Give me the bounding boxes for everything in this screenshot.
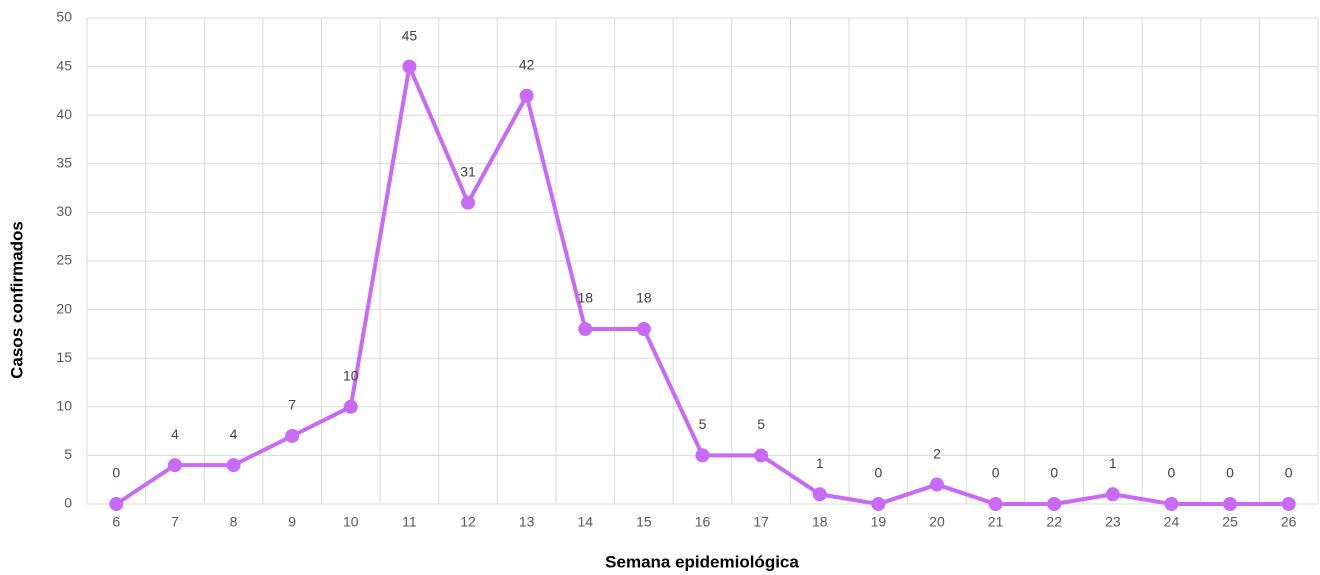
x-tick-label: 16: [695, 514, 711, 530]
x-axis-title: Semana epidemiológica: [605, 552, 799, 571]
marker: [636, 322, 651, 337]
x-tick-label: 8: [230, 514, 238, 530]
y-tick-label: 25: [56, 252, 72, 268]
data-label: 18: [636, 290, 652, 306]
x-tick-label: 11: [402, 514, 417, 530]
y-tick-label: 45: [56, 57, 72, 73]
y-tick-label: 15: [56, 349, 72, 365]
y-axis-title: Casos confirmados: [7, 221, 26, 379]
y-tick-label: 10: [56, 398, 72, 414]
data-label: 5: [699, 416, 707, 432]
data-label: 0: [992, 465, 1000, 481]
data-label: 0: [112, 465, 120, 481]
data-label: 4: [171, 426, 179, 442]
data-label: 2: [933, 445, 941, 461]
x-tick-label: 9: [288, 514, 296, 530]
x-tick-label: 10: [343, 514, 359, 530]
marker: [402, 59, 417, 74]
y-tick-label: 30: [56, 203, 72, 219]
x-tick-label: 6: [112, 514, 120, 530]
data-label: 1: [1109, 455, 1117, 471]
x-tick-label: 14: [577, 514, 593, 530]
x-tick-label: 25: [1222, 514, 1238, 530]
x-tick-label: 20: [929, 514, 945, 530]
data-label: 0: [1226, 465, 1234, 481]
x-tick-label: 23: [1105, 514, 1121, 530]
marker: [988, 497, 1003, 511]
marker: [109, 497, 124, 511]
marker: [461, 195, 476, 210]
x-tick-label: 26: [1281, 514, 1297, 530]
marker: [167, 458, 182, 473]
marker: [754, 448, 769, 463]
x-tick-label: 21: [988, 514, 1004, 530]
data-label: 1: [816, 455, 824, 471]
data-label: 0: [1168, 465, 1176, 481]
x-tick-label: 18: [812, 514, 828, 530]
x-tick-label: 19: [871, 514, 887, 530]
data-label: 0: [874, 465, 882, 481]
marker: [285, 428, 300, 443]
marker: [1223, 497, 1238, 511]
marker: [1047, 497, 1062, 511]
data-label: 0: [1285, 465, 1293, 481]
x-tick-label: 24: [1164, 514, 1180, 530]
data-label: 45: [402, 27, 418, 43]
marker: [1164, 497, 1179, 511]
marker: [519, 88, 534, 103]
x-tick-label: 13: [519, 514, 535, 530]
marker: [1105, 487, 1120, 502]
data-label: 42: [519, 56, 535, 72]
x-tick-label: 22: [1046, 514, 1062, 530]
y-tick-label: 35: [56, 155, 72, 171]
data-label: 18: [577, 290, 593, 306]
marker: [1281, 497, 1296, 511]
x-tick-label: 7: [171, 514, 179, 530]
marker: [226, 458, 241, 473]
y-tick-label: 5: [64, 446, 72, 462]
marker: [343, 399, 358, 414]
marker: [929, 477, 944, 492]
y-tick-label: 20: [56, 300, 72, 316]
y-tick-label: 50: [56, 9, 72, 25]
data-label: 10: [343, 368, 359, 384]
x-tick-label: 15: [636, 514, 652, 530]
data-label: 31: [460, 163, 476, 179]
y-tick-label: 0: [64, 495, 72, 511]
marker: [578, 322, 593, 337]
marker: [695, 448, 710, 463]
data-label: 5: [757, 416, 765, 432]
data-label: 4: [230, 426, 238, 442]
data-label: 0: [1050, 465, 1058, 481]
marker: [812, 487, 827, 502]
data-label: 7: [288, 397, 296, 413]
marker: [871, 497, 886, 511]
y-tick-label: 40: [56, 106, 72, 122]
x-tick-label: 12: [460, 514, 476, 530]
x-tick-label: 17: [753, 514, 769, 530]
